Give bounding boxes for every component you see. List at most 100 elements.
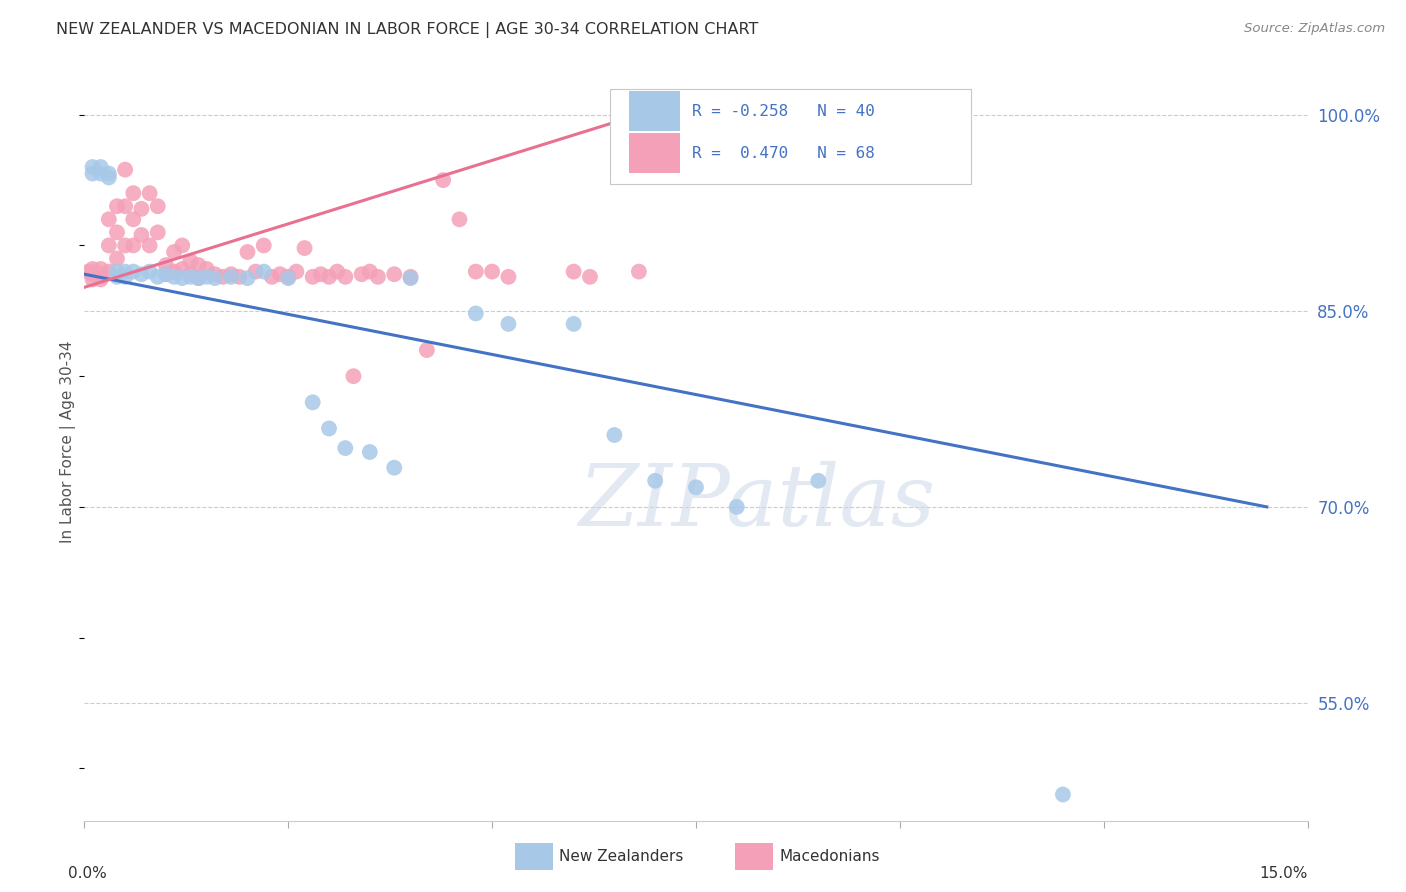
- Point: [146, 226, 169, 240]
- Point: [603, 428, 626, 442]
- Point: [187, 258, 209, 272]
- Point: [464, 306, 486, 320]
- Text: New Zealanders: New Zealanders: [560, 849, 683, 863]
- Point: [562, 264, 585, 278]
- Point: [172, 271, 194, 285]
- Point: [122, 238, 145, 252]
- Point: [77, 264, 100, 278]
- Point: [1052, 788, 1074, 802]
- Point: [146, 199, 169, 213]
- Point: [90, 267, 112, 281]
- Point: [122, 264, 145, 278]
- Point: [90, 167, 112, 181]
- Point: [105, 252, 128, 266]
- Point: [138, 238, 160, 252]
- Point: [335, 441, 357, 455]
- Point: [498, 269, 520, 284]
- Point: [204, 271, 226, 285]
- Point: [212, 269, 235, 284]
- Point: [114, 264, 136, 278]
- Point: [146, 269, 169, 284]
- Point: [105, 226, 128, 240]
- Point: [114, 269, 136, 284]
- Point: [326, 264, 349, 278]
- FancyBboxPatch shape: [515, 843, 553, 870]
- Point: [82, 272, 104, 286]
- Text: 0.0%: 0.0%: [67, 866, 107, 881]
- Point: [253, 264, 276, 278]
- Text: 15.0%: 15.0%: [1260, 866, 1308, 881]
- Point: [105, 264, 128, 278]
- Point: [399, 271, 422, 285]
- Point: [807, 474, 830, 488]
- Point: [122, 212, 145, 227]
- Point: [562, 317, 585, 331]
- Point: [195, 262, 218, 277]
- Point: [382, 267, 405, 281]
- Point: [277, 271, 299, 285]
- Text: Macedonians: Macedonians: [779, 849, 880, 863]
- Point: [131, 227, 153, 242]
- Point: [301, 395, 323, 409]
- Point: [97, 264, 120, 278]
- Point: [204, 267, 226, 281]
- Point: [163, 269, 186, 284]
- Point: [627, 264, 650, 278]
- Point: [82, 160, 104, 174]
- Point: [122, 186, 145, 201]
- Point: [90, 272, 112, 286]
- Point: [294, 241, 316, 255]
- Point: [155, 267, 177, 281]
- Point: [131, 267, 153, 281]
- Y-axis label: In Labor Force | Age 30-34: In Labor Force | Age 30-34: [60, 340, 76, 543]
- Point: [219, 267, 242, 281]
- Point: [114, 162, 136, 177]
- Point: [163, 264, 186, 278]
- Point: [245, 264, 267, 278]
- Point: [187, 271, 209, 285]
- Point: [179, 254, 201, 268]
- Point: [335, 269, 357, 284]
- Text: Source: ZipAtlas.com: Source: ZipAtlas.com: [1244, 22, 1385, 36]
- Point: [382, 460, 405, 475]
- Point: [464, 264, 486, 278]
- Point: [253, 238, 276, 252]
- Point: [481, 264, 503, 278]
- Point: [82, 167, 104, 181]
- Point: [260, 269, 283, 284]
- Point: [498, 317, 520, 331]
- Point: [138, 264, 160, 278]
- Text: R =  0.470   N = 68: R = 0.470 N = 68: [692, 145, 875, 161]
- Point: [114, 199, 136, 213]
- Point: [309, 267, 332, 281]
- Point: [97, 238, 120, 252]
- Point: [131, 202, 153, 216]
- Point: [155, 267, 177, 281]
- Point: [579, 269, 602, 284]
- Point: [301, 269, 323, 284]
- Point: [277, 269, 299, 284]
- Point: [359, 264, 381, 278]
- Point: [644, 474, 666, 488]
- Point: [416, 343, 439, 357]
- Point: [342, 369, 364, 384]
- FancyBboxPatch shape: [628, 133, 681, 173]
- Point: [269, 267, 291, 281]
- Point: [172, 262, 194, 277]
- Point: [105, 199, 128, 213]
- Point: [318, 269, 340, 284]
- Point: [449, 212, 471, 227]
- Point: [432, 173, 454, 187]
- Point: [97, 212, 120, 227]
- Point: [97, 170, 120, 185]
- Point: [179, 269, 201, 284]
- Point: [285, 264, 308, 278]
- Point: [114, 238, 136, 252]
- Point: [172, 238, 194, 252]
- Point: [219, 269, 242, 284]
- Point: [82, 262, 104, 277]
- Point: [187, 271, 209, 285]
- FancyBboxPatch shape: [735, 843, 773, 870]
- Point: [163, 244, 186, 259]
- Point: [97, 167, 120, 181]
